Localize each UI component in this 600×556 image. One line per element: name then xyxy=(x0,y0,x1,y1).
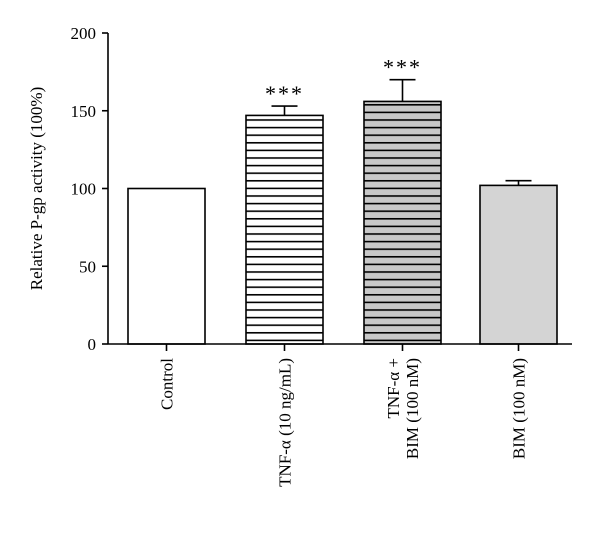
category-label: TNF-α + xyxy=(384,358,403,419)
category-label: BIM (100 nM) xyxy=(510,358,529,459)
y-tick-label: 150 xyxy=(71,102,97,121)
significance-label: *** xyxy=(265,81,304,106)
category-label: TNF-α (10 ng/mL) xyxy=(276,358,295,487)
bar-0 xyxy=(127,187,206,345)
category-label: Control xyxy=(158,358,177,410)
bar-2 xyxy=(363,100,442,345)
y-tick-label: 50 xyxy=(79,257,96,276)
significance-label: *** xyxy=(383,55,422,80)
bar-1 xyxy=(245,114,324,345)
bar-3 xyxy=(479,184,558,345)
y-axis-label: Relative P-gp activity (100%) xyxy=(27,87,46,290)
category-label: BIM (100 nM) xyxy=(403,358,422,459)
y-tick-label: 100 xyxy=(71,180,97,199)
y-tick-label: 200 xyxy=(71,24,97,43)
y-tick-label: 0 xyxy=(88,335,97,354)
